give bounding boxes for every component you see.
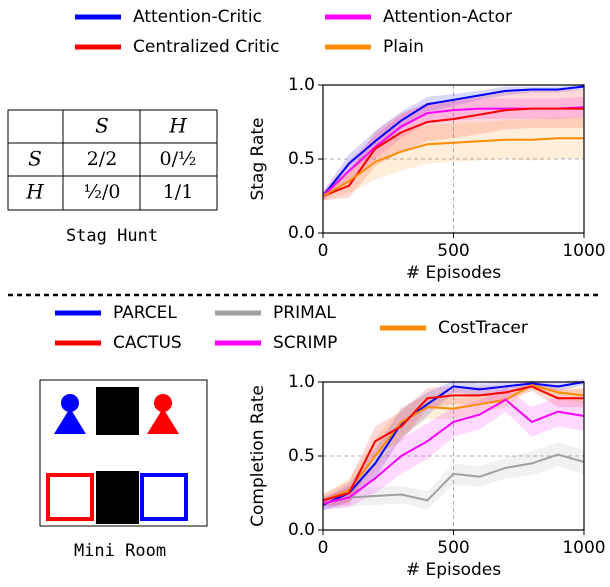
x-tick-label: 0 [318, 538, 329, 558]
wall [96, 387, 139, 435]
legend-label: PRIMAL [273, 303, 336, 323]
legend-label: PARCEL [113, 303, 177, 323]
x-tick-label: 0 [318, 241, 329, 261]
table-header: S [95, 114, 109, 138]
figure: S H S 2/2 0/½ H ½/0 1/1 Stag Hunt Mini R… [0, 0, 610, 587]
table-row-label: S [28, 147, 42, 171]
table-cell: 0/½ [160, 148, 197, 170]
y-tick-label: 0.5 [288, 446, 315, 466]
legend-label: CostTracer [438, 318, 528, 338]
legend-label: SCRIMP [273, 333, 337, 353]
y-tick-label: 1.0 [288, 75, 315, 95]
mini-room [40, 380, 207, 526]
table-cell: ½/0 [84, 181, 121, 203]
y-tick-label: 1.0 [288, 372, 315, 392]
table-row-label: H [25, 180, 44, 204]
x-tick-label: 500 [437, 241, 469, 261]
legend-label: Plain [383, 37, 424, 57]
x-axis-label: # Episodes [406, 263, 501, 283]
table-header: H [168, 114, 187, 138]
table-cell: 2/2 [87, 148, 118, 170]
y-tick-label: 0.0 [288, 223, 315, 243]
x-tick-label: 500 [437, 538, 469, 558]
legend-label: Attention-Actor [383, 7, 512, 27]
y-axis-label: Stag Rate [248, 117, 268, 200]
page: {"chart_data": [ {"type": "line", "xlabe… [0, 0, 610, 587]
y-axis-label: Completion Rate [248, 385, 268, 527]
table-caption: Stag Hunt [66, 226, 158, 246]
wall [96, 471, 139, 524]
x-axis-label: # Episodes [406, 560, 501, 580]
legend-label: Attention-Critic [133, 7, 262, 27]
legend-label: Centralized Critic [133, 37, 280, 57]
y-tick-label: 0.0 [288, 520, 315, 540]
table-cell: 1/1 [163, 181, 194, 203]
diagram-caption: Mini Room [74, 541, 166, 561]
plot-area [323, 84, 584, 201]
plot-area [323, 379, 584, 511]
x-tick-label: 1000 [562, 538, 605, 558]
legend-label: CACTUS [113, 333, 182, 353]
x-tick-label: 1000 [562, 241, 605, 261]
y-tick-label: 0.5 [288, 149, 315, 169]
